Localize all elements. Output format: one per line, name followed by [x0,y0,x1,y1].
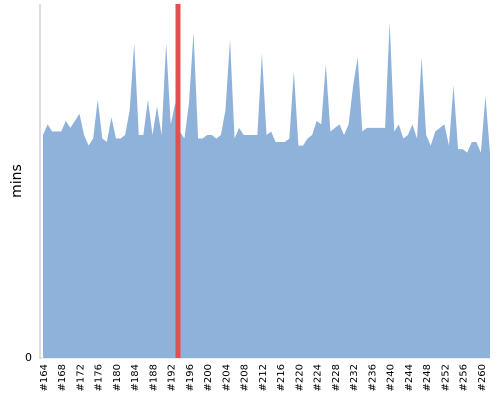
x-tick-label: #248 [422,364,433,391]
x-tick-label: #216 [276,364,287,391]
x-tick-label: #228 [331,364,342,391]
x-tick-label: #180 [112,364,123,391]
x-tick-label: #256 [459,364,470,391]
x-tick-label: #192 [167,364,178,391]
y-axis-label: mins [9,164,25,198]
x-tick-label: #212 [258,364,269,391]
x-tick-label: #200 [203,364,214,391]
x-tick-label: #164 [39,364,50,391]
x-tick-label: #252 [440,364,451,391]
x-tick-label: #168 [57,364,68,391]
x-tick-label: #208 [240,364,251,391]
x-tick-label: #204 [221,364,232,391]
y-tick-label: 0 [25,351,32,364]
x-tick-label: #172 [75,364,86,391]
x-tick-label: #176 [94,364,105,391]
x-tick-label: #240 [386,364,397,391]
x-tick-label: #188 [148,364,159,391]
x-tick-label: #236 [367,364,378,391]
x-tick-label: #232 [349,364,360,391]
x-tick-label: #196 [185,364,196,391]
x-tick-label: #244 [404,364,415,391]
x-tick-label: #184 [130,364,141,391]
plot-area [40,21,490,359]
area [43,21,490,358]
x-tick-label: #224 [313,364,324,391]
x-tick-label: #220 [294,364,305,391]
x-tick-label: #260 [477,364,488,391]
